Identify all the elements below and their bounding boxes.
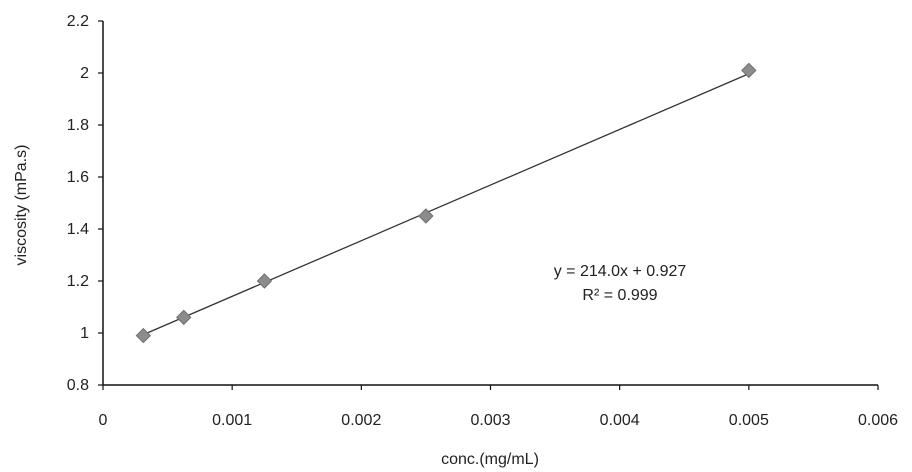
data-point [256, 273, 273, 289]
x-tick-label: 0 [99, 412, 108, 429]
x-tick-label: 0.006 [858, 412, 898, 429]
y-tick-label: 1.6 [67, 169, 89, 186]
trendline-equation: y = 214.0x + 0.927 [554, 263, 687, 280]
x-tick-label: 0.003 [470, 412, 510, 429]
y-tick-label: 1.2 [67, 273, 89, 290]
y-tick-label: 1 [80, 325, 89, 342]
trendline-group [143, 73, 750, 336]
data-point [135, 327, 152, 344]
trendline [143, 73, 750, 336]
x-axis-ticks: 0 0.001 0.002 0.003 0.004 0.005 0.006 [99, 385, 898, 429]
y-tick-label: 2.2 [67, 13, 89, 30]
y-tick-label: 1.4 [67, 221, 89, 238]
trendline-r-squared: R² = 0.999 [582, 287, 657, 304]
x-axis-title: conc.(mg/mL) [441, 451, 539, 468]
y-axis-ticks: 0.8 1 1.2 1.4 1.6 1.8 2 2.2 [67, 13, 103, 394]
x-tick-label: 0.002 [341, 412, 381, 429]
y-tick-label: 0.8 [67, 377, 89, 394]
data-point [176, 309, 192, 326]
y-tick-label: 1.8 [67, 117, 89, 134]
y-tick-label: 2 [80, 65, 89, 82]
data-point [418, 208, 434, 224]
x-tick-label: 0.005 [729, 412, 769, 429]
axes [102, 21, 878, 386]
x-tick-label: 0.004 [600, 412, 640, 429]
y-axis-title: viscosity (mPa.s) [13, 145, 30, 266]
data-point [741, 62, 757, 79]
data-points [135, 62, 757, 344]
x-tick-label: 0.001 [212, 412, 252, 429]
